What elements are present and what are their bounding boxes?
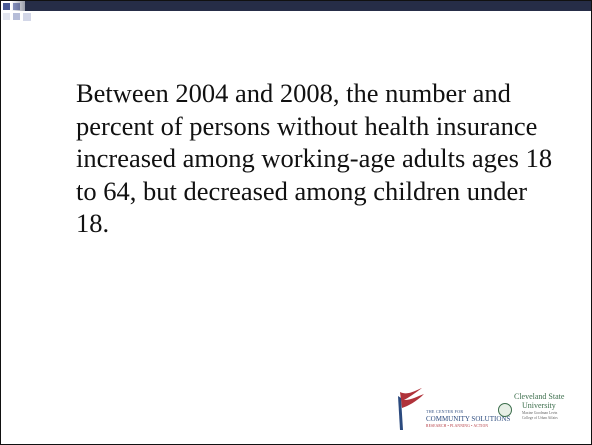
- community-solutions-logo: THE CENTER FOR COMMUNITY SOLUTIONS RESEA…: [394, 386, 510, 436]
- deco-square: [13, 13, 20, 20]
- csu-line-4: College of Urban Affairs: [522, 416, 558, 420]
- slide-body-text: Between 2004 and 2008, the number and pe…: [76, 78, 553, 238]
- ccs-line-2: COMMUNITY SOLUTIONS: [426, 415, 511, 423]
- ccs-line-1: THE CENTER FOR: [426, 409, 464, 414]
- ccs-tagline: RESEARCH • PLANNING • ACTION: [426, 424, 489, 428]
- deco-square: [3, 13, 10, 20]
- deco-square: [23, 13, 31, 21]
- cleveland-state-logo: Cleveland State University Maxine Goodma…: [498, 391, 588, 441]
- ccs-swoosh-icon: [398, 388, 424, 430]
- csu-line-1: Cleveland State: [514, 392, 565, 401]
- csu-line-3: Maxine Goodman Levin: [522, 411, 558, 415]
- top-bar: [25, 1, 591, 11]
- deco-square: [3, 3, 10, 10]
- university-seal-icon: [498, 403, 512, 417]
- csu-line-2: University: [522, 401, 556, 410]
